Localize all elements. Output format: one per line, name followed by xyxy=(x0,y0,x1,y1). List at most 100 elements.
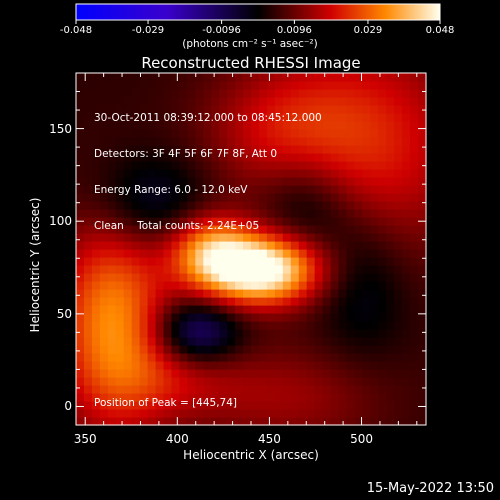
heatmap-cell xyxy=(258,121,268,130)
heatmap-cell xyxy=(179,385,188,394)
heatmap-cell xyxy=(266,281,276,290)
heatmap-cell xyxy=(179,185,188,194)
heatmap-cell xyxy=(211,273,220,282)
heatmap-cell xyxy=(330,89,340,98)
heatmap-cell xyxy=(370,209,379,218)
heatmap-cell xyxy=(115,193,125,202)
heatmap-cell xyxy=(243,217,252,226)
heatmap-cell xyxy=(290,361,300,370)
heatmap-cell xyxy=(131,89,141,98)
heatmap-cell xyxy=(394,385,403,394)
heatmap-cell xyxy=(107,241,117,250)
heatmap-cell xyxy=(290,305,300,314)
heatmap-cell xyxy=(314,73,324,82)
heatmap-cell xyxy=(227,225,236,234)
heatmap-cell xyxy=(219,201,228,210)
heatmap-cell xyxy=(227,81,236,90)
heatmap-cell xyxy=(290,249,300,258)
heatmap-cell xyxy=(139,273,149,282)
heatmap-cell xyxy=(306,417,316,426)
heatmap-cell xyxy=(258,81,268,90)
heatmap-cell xyxy=(235,249,244,258)
heatmap-cell xyxy=(155,353,165,362)
heatmap-cell xyxy=(91,225,101,234)
heatmap-cell xyxy=(155,305,165,314)
heatmap-cell xyxy=(330,105,340,114)
heatmap-cell xyxy=(147,81,157,90)
heatmap-cell xyxy=(83,289,93,298)
heatmap-cell xyxy=(219,353,228,362)
heatmap-cell xyxy=(346,361,355,370)
heatmap-cell xyxy=(394,353,403,362)
heatmap-cell xyxy=(346,321,355,330)
heatmap-cell xyxy=(306,145,316,154)
heatmap-cell xyxy=(195,369,204,378)
heatmap-cell xyxy=(346,305,355,314)
heatmap-cell xyxy=(243,257,252,266)
heatmap-cell xyxy=(290,273,300,282)
heatmap-cell xyxy=(338,209,348,218)
heatmap-cell xyxy=(195,401,204,410)
heatmap-cell xyxy=(298,393,308,402)
heatmap-cell xyxy=(418,377,427,386)
heatmap-cell xyxy=(83,89,93,98)
heatmap-cell xyxy=(76,145,85,154)
heatmap-cell xyxy=(378,273,387,282)
heatmap-cell xyxy=(314,257,324,266)
heatmap-cell xyxy=(298,169,308,178)
heatmap-cell xyxy=(394,305,403,314)
heatmap-cell xyxy=(410,329,419,338)
heatmap-cell xyxy=(91,273,101,282)
heatmap-cell xyxy=(203,161,212,170)
heatmap-cell xyxy=(314,241,324,250)
heatmap-cell xyxy=(266,129,276,138)
heatmap-cell xyxy=(195,385,204,394)
heatmap-cell xyxy=(386,233,395,242)
heatmap-cell xyxy=(155,81,165,90)
heatmap-cell xyxy=(274,417,284,426)
heatmap-cell xyxy=(195,153,204,162)
heatmap-cell xyxy=(107,257,117,266)
heatmap-cell xyxy=(123,345,133,354)
heatmap-cell xyxy=(354,273,363,282)
heatmap-cell xyxy=(362,73,371,82)
heatmap-cell xyxy=(354,409,363,418)
heatmap-cell xyxy=(298,225,308,234)
heatmap-cell xyxy=(378,329,387,338)
heatmap-cell xyxy=(179,297,188,306)
heatmap-cell xyxy=(290,233,300,242)
heatmap-cell xyxy=(322,393,332,402)
heatmap-cell xyxy=(163,153,173,162)
heatmap-cell xyxy=(131,137,141,146)
heatmap-cell xyxy=(266,137,276,146)
heatmap-cell xyxy=(258,241,268,250)
heatmap-cell xyxy=(211,385,220,394)
heatmap-cell xyxy=(418,185,427,194)
heatmap-cell xyxy=(314,105,324,114)
heatmap-cell xyxy=(402,337,411,346)
heatmap-cell xyxy=(179,233,188,242)
heatmap-cell xyxy=(171,273,180,282)
heatmap-cell xyxy=(362,257,371,266)
heatmap-cell xyxy=(378,249,387,258)
heatmap-cell xyxy=(394,297,403,306)
heatmap-cell xyxy=(171,409,180,418)
heatmap-cell xyxy=(354,225,363,234)
heatmap-cell xyxy=(235,297,244,306)
heatmap-cell xyxy=(76,401,85,410)
heatmap-cell xyxy=(171,297,180,306)
heatmap-cell xyxy=(139,137,149,146)
heatmap-cell xyxy=(258,281,268,290)
heatmap-cell xyxy=(163,417,173,426)
heatmap-cell xyxy=(155,225,165,234)
heatmap-cell xyxy=(211,369,220,378)
heatmap-cell xyxy=(370,129,379,138)
heatmap-cell xyxy=(274,129,284,138)
heatmap-cell xyxy=(338,169,348,178)
heatmap-cell xyxy=(107,161,117,170)
heatmap-cell xyxy=(211,329,220,338)
heatmap-cell xyxy=(76,353,85,362)
heatmap-cell xyxy=(362,105,371,114)
heatmap-cell xyxy=(163,249,173,258)
heatmap-cell xyxy=(370,265,379,274)
